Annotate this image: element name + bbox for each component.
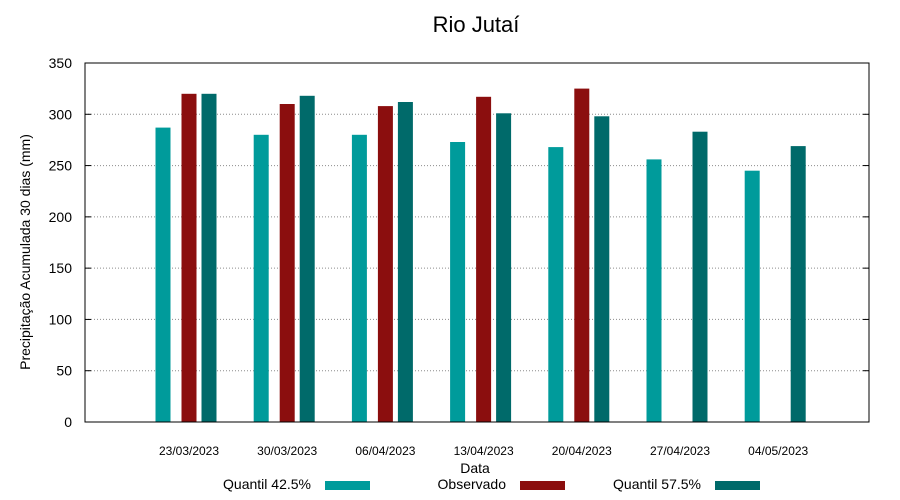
y-tick-label: 350: [49, 55, 73, 71]
bar: [574, 88, 590, 422]
x-tick-label: 23/03/2023: [159, 444, 219, 458]
y-tick-label: 250: [49, 158, 73, 174]
bar: [299, 95, 315, 423]
x-axis-ticks: 23/03/2023 30/03/2023 06/04/2023 13/04/2023…: [159, 444, 809, 458]
bar: [790, 146, 806, 422]
bar: [496, 113, 512, 423]
bar: [646, 159, 662, 422]
x-tick-label: 27/04/2023: [650, 444, 710, 458]
bar: [377, 106, 393, 422]
y-tick-label: 150: [49, 260, 73, 276]
bar: [476, 96, 492, 423]
bar: [692, 131, 708, 422]
bar: [450, 142, 466, 422]
legend-label: Quantil 42.5%: [223, 476, 311, 492]
legend-swatch: [520, 481, 565, 490]
bar: [397, 102, 413, 422]
chart-title: Rio Jutaí: [433, 12, 520, 37]
y-tick-label: 0: [64, 414, 72, 430]
y-tick-label: 300: [49, 106, 73, 122]
bar: [744, 170, 760, 422]
legend-swatch: [325, 481, 370, 490]
legend-label: Quantil 57.5%: [613, 476, 701, 492]
y-tick-label: 100: [49, 311, 73, 327]
y-axis-ticks: 0 50 100 150 200 250 300 350: [49, 55, 869, 430]
x-tick-label: 30/03/2023: [257, 444, 317, 458]
legend-swatch: [715, 481, 760, 490]
plot-frame: [84, 62, 870, 423]
x-tick-label: 13/04/2023: [454, 444, 514, 458]
legend-label: Observado: [438, 476, 507, 492]
bars: [155, 88, 806, 423]
x-tick-label: 04/05/2023: [748, 444, 808, 458]
bar: [594, 116, 610, 423]
y-tick-label: 50: [56, 363, 72, 379]
bar: [253, 134, 269, 423]
y-tick-label: 200: [49, 209, 73, 225]
bar: [279, 104, 295, 422]
y-axis-label: Precipitação Acumulada 30 dias (mm): [17, 134, 33, 370]
bar: [351, 134, 367, 423]
x-tick-label: 20/04/2023: [552, 444, 612, 458]
bar: [548, 147, 564, 422]
bar: [155, 127, 171, 422]
bar: [181, 93, 197, 423]
legend: Quantil 42.5% Observado Quantil 57.5%: [223, 476, 760, 492]
bar: [201, 93, 217, 423]
x-axis-label: Data: [460, 460, 490, 476]
x-tick-label: 06/04/2023: [355, 444, 415, 458]
